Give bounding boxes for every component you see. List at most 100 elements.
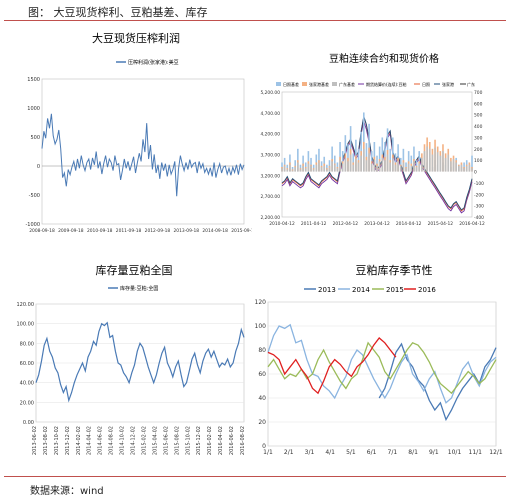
header-caption: 图： 大豆现货榨利、豆粕基差、库存 [28,6,208,19]
y-right-tick-label: 400 [474,124,483,130]
y-right-tick-label: -100 [474,181,484,187]
legend-label: 2016 [418,286,436,294]
x-tick-label: 8/1 [408,449,418,456]
series-line [378,342,497,422]
crush-margin-chart: 大豆现货压榨利润 压榨利润(张家港):美豆 1500 1000 500 0 -500 -1… [25,31,256,234]
x-tick-label: 2011-09-18 [116,228,142,234]
legend-label: 张家港 [442,81,454,87]
x-tick-label: 2013-09-18 [174,228,200,234]
legend-swatch [332,82,337,86]
legend-label: 2015 [386,286,404,294]
legend-label: 库存量:豆粕:全国 [120,285,158,292]
x-tick-label: 2014-02-02 [76,426,82,455]
x-tick-label: 2015-10-02 [185,426,191,455]
y-right-tick-label: 0 [474,170,477,176]
x-tick-label: 2012-04-12 [333,221,359,227]
x-tick-label: 2013-12-02 [65,426,71,455]
x-tick-label: 2015-12-02 [196,426,202,455]
x-tick-label: 2016-06-02 [229,426,235,455]
x-tick-label: 10/1 [448,449,462,456]
x-tick-label: 2013-08-02 [43,426,49,455]
y-right-tick-label: 300 [474,135,483,141]
meal-seasonal-panel: 豆粕库存季节性 2013 2014 2015 2016 120 100 80 60 40… [254,250,506,470]
meal-stock-chart: 库存量豆粕全国 库存量:豆粕:全国 120.00 100.00 80.00 60.00… [17,263,247,455]
header-divider [4,20,506,21]
y-right-tick-label: -200 [474,192,484,198]
x-tick-label: 7/1 [388,449,398,456]
x-tick-label: 2016-02-02 [207,426,213,455]
legend-swatch [276,82,281,86]
y-right-tick-label: 200 [474,147,483,153]
y-tick-label: 4,700.00 [260,111,280,117]
y-tick-label: 60.00 [20,361,34,367]
meal-seasonal-chart: 豆粕库存季节性 2013 2014 2015 2016 120 100 80 60 40… [255,263,503,456]
chart-title: 豆粕连续合约和现货价格 [329,52,439,65]
x-tick-label: 2015-08-02 [174,426,180,455]
y-right-tick-label: -300 [474,204,484,210]
x-tick-label: 2014-10-02 [120,426,126,455]
legend-label: 压榨利润(张家港):美豆 [128,59,179,66]
x-tick-label: 2013-10-02 [54,426,60,455]
x-tick-label: 2014-08-02 [109,426,115,455]
x-tick-label: 2016-04-12 [459,221,485,227]
x-tick-label: 2014-04-12 [396,221,422,227]
y-tick-label: 500 [30,135,40,141]
x-tick-label: 2016-08-02 [240,426,246,455]
y-tick-label: 0 [37,164,40,170]
x-tick-label: 2015-02-02 [141,426,147,455]
x-tick-label: 2015-06-02 [163,426,169,455]
y-tick-label: 0 [262,443,266,450]
y-tick-label: 80 [258,347,266,354]
x-tick-label: 2013-06-02 [32,426,38,455]
x-tick-label: 2010-09-18 [87,228,113,234]
x-tick-label: 9/1 [429,449,439,456]
y-tick-label: 20 [258,419,266,426]
chart-title: 豆粕库存季节性 [356,263,433,277]
y-tick-label: -500 [29,193,40,199]
meal-price-panel: 豆粕连续合约和现货价格 日照基差 张家港基差 广东基差 期货结算价(连续):豆粕… [254,24,506,244]
x-tick-label: 1/1 [263,449,273,456]
plot-area: 120.00100.0080.0060.0040.0020.000.002013… [17,302,247,455]
plot-frame [41,78,245,225]
y-right-tick-label: 100 [474,158,483,164]
x-tick-label: 12/1 [489,449,503,456]
legend-label: 2013 [318,286,336,294]
legend: 2013 2014 2015 2016 [304,286,436,294]
plot-area: 5,200.00 4,700.00 4,200.00 3,700.00 3,200.00… [260,90,485,227]
y-right-tick-label: 500 [474,113,483,119]
x-tick-label: 5/1 [346,449,356,456]
plot-frame [281,91,473,218]
y-tick-label: 5,200.00 [260,90,280,96]
y-right-tick-label: 700 [474,90,483,96]
y-tick-label: 2,200.00 [260,215,280,221]
series-line [267,341,497,395]
page-header: 图： 大豆现货榨利、豆粕基差、库存 [0,0,510,22]
footer-divider [4,476,506,477]
x-tick-label: 2015-09-18 [231,228,252,234]
x-tick-label: 2/1 [284,449,294,456]
legend-label: 广东 [467,81,475,87]
y-tick-label: 0.00 [23,420,34,426]
y-tick-label: 40.00 [20,381,34,387]
x-tick-label: 4/1 [325,449,335,456]
legend-label: 2014 [352,286,370,294]
legend-label: 日照基差 [283,81,299,87]
y-tick-label: 40 [258,395,266,402]
y-tick-label: 20.00 [20,400,34,406]
x-tick-label: 3/1 [305,449,315,456]
chart-title: 库存量豆粕全国 [96,263,173,277]
x-tick-label: 2013-04-12 [364,221,390,227]
y-tick-label: 120 [255,299,267,306]
y-right-tick-label: -400 [474,215,484,221]
legend-label: 日照 [422,82,430,87]
plot-area: 120 100 80 60 40 20 01/1 2/1 3/1 4/1 5/1 6/1 7/1 8/1 9… [255,299,503,456]
x-tick-label: 2009-09-18 [58,228,84,234]
meal-price-chart: 豆粕连续合约和现货价格 日照基差 张家港基差 广东基差 期货结算价(连续):豆粕… [260,52,485,227]
x-tick-label: 2016-04-02 [218,426,224,455]
y-right-tick-label: 600 [474,101,483,107]
y-tick-label: 2,700.00 [260,194,280,200]
meal-stock-panel: 库存量豆粕全国 库存量:豆粕:全国 120.00 100.00 80.00 60.00… [4,250,252,470]
legend-label: 广东基差 [339,81,355,87]
x-tick-label: 2014-09-18 [202,228,228,234]
